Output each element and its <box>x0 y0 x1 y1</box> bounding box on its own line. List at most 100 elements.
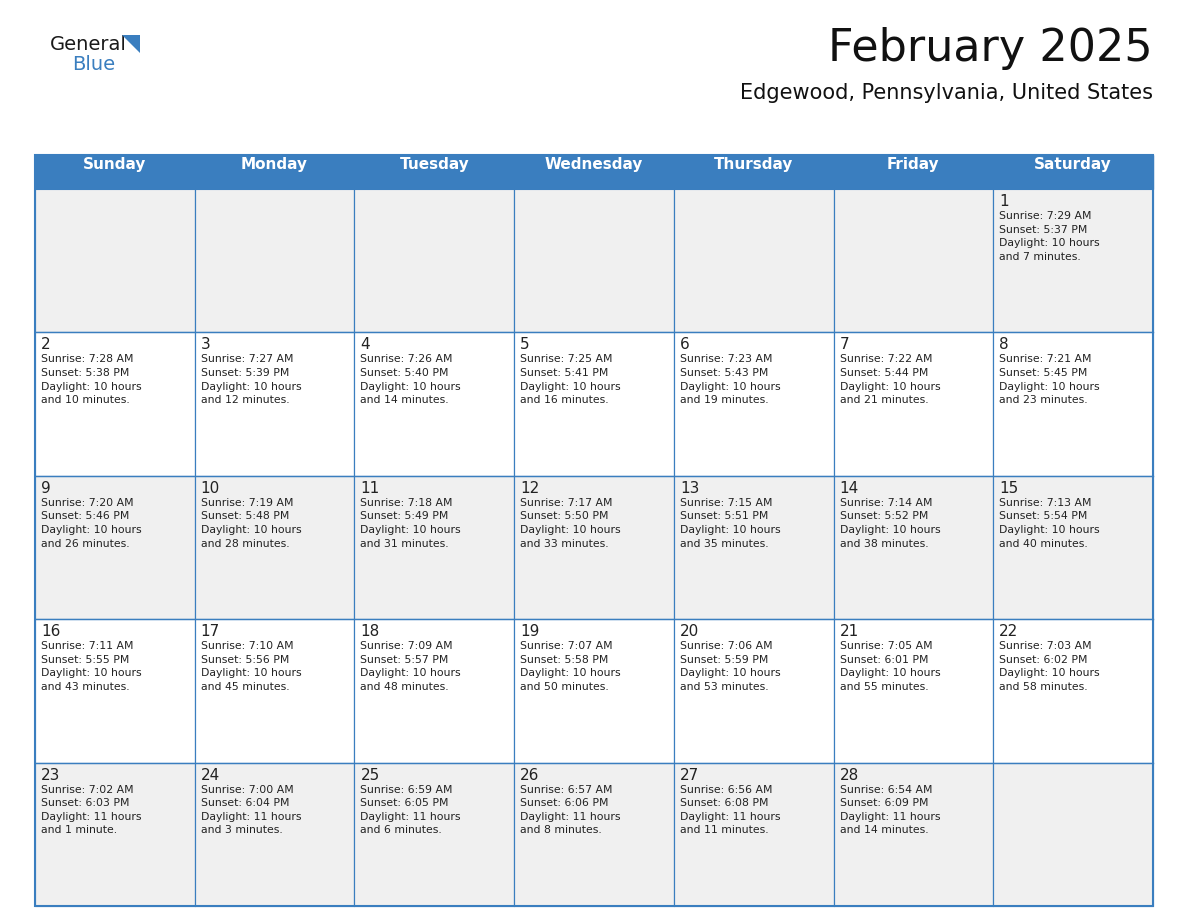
Text: 24: 24 <box>201 767 220 783</box>
Text: Sunrise: 7:00 AM
Sunset: 6:04 PM
Daylight: 11 hours
and 3 minutes.: Sunrise: 7:00 AM Sunset: 6:04 PM Dayligh… <box>201 785 302 835</box>
Text: Saturday: Saturday <box>1035 157 1112 172</box>
Bar <box>674 476 834 620</box>
Text: 11: 11 <box>360 481 380 496</box>
Text: 28: 28 <box>840 767 859 783</box>
Bar <box>354 476 514 620</box>
Text: 19: 19 <box>520 624 539 639</box>
Text: Sunrise: 7:28 AM
Sunset: 5:38 PM
Daylight: 10 hours
and 10 minutes.: Sunrise: 7:28 AM Sunset: 5:38 PM Dayligh… <box>42 354 141 405</box>
Text: Sunrise: 7:21 AM
Sunset: 5:45 PM
Daylight: 10 hours
and 23 minutes.: Sunrise: 7:21 AM Sunset: 5:45 PM Dayligh… <box>999 354 1100 405</box>
Text: 18: 18 <box>360 624 380 639</box>
Text: General: General <box>50 35 127 54</box>
Text: Sunrise: 7:09 AM
Sunset: 5:57 PM
Daylight: 10 hours
and 48 minutes.: Sunrise: 7:09 AM Sunset: 5:57 PM Dayligh… <box>360 641 461 692</box>
Bar <box>674 189 834 332</box>
Text: February 2025: February 2025 <box>828 27 1154 70</box>
Text: 8: 8 <box>999 338 1009 353</box>
Text: 22: 22 <box>999 624 1018 639</box>
Text: Sunrise: 7:13 AM
Sunset: 5:54 PM
Daylight: 10 hours
and 40 minutes.: Sunrise: 7:13 AM Sunset: 5:54 PM Dayligh… <box>999 498 1100 549</box>
Text: 2: 2 <box>42 338 51 353</box>
Bar <box>34 476 195 620</box>
Bar <box>34 763 195 906</box>
Text: Friday: Friday <box>887 157 940 172</box>
Text: Sunrise: 7:29 AM
Sunset: 5:37 PM
Daylight: 10 hours
and 7 minutes.: Sunrise: 7:29 AM Sunset: 5:37 PM Dayligh… <box>999 211 1100 262</box>
Text: Sunrise: 7:03 AM
Sunset: 6:02 PM
Daylight: 10 hours
and 58 minutes.: Sunrise: 7:03 AM Sunset: 6:02 PM Dayligh… <box>999 641 1100 692</box>
Bar <box>34 155 1154 189</box>
Text: Monday: Monday <box>241 157 308 172</box>
Text: 1: 1 <box>999 194 1009 209</box>
Bar <box>834 189 993 332</box>
Text: Sunrise: 7:11 AM
Sunset: 5:55 PM
Daylight: 10 hours
and 43 minutes.: Sunrise: 7:11 AM Sunset: 5:55 PM Dayligh… <box>42 641 141 692</box>
Text: 3: 3 <box>201 338 210 353</box>
Text: 5: 5 <box>520 338 530 353</box>
Text: 13: 13 <box>680 481 700 496</box>
Bar <box>354 763 514 906</box>
Bar <box>993 763 1154 906</box>
Bar <box>354 189 514 332</box>
Bar <box>674 620 834 763</box>
Text: 12: 12 <box>520 481 539 496</box>
Bar <box>993 476 1154 620</box>
Text: 27: 27 <box>680 767 699 783</box>
Text: Sunrise: 7:27 AM
Sunset: 5:39 PM
Daylight: 10 hours
and 12 minutes.: Sunrise: 7:27 AM Sunset: 5:39 PM Dayligh… <box>201 354 302 405</box>
Text: 23: 23 <box>42 767 61 783</box>
Text: Sunrise: 7:06 AM
Sunset: 5:59 PM
Daylight: 10 hours
and 53 minutes.: Sunrise: 7:06 AM Sunset: 5:59 PM Dayligh… <box>680 641 781 692</box>
Text: Sunrise: 7:05 AM
Sunset: 6:01 PM
Daylight: 10 hours
and 55 minutes.: Sunrise: 7:05 AM Sunset: 6:01 PM Dayligh… <box>840 641 940 692</box>
Text: 20: 20 <box>680 624 699 639</box>
Text: Sunrise: 6:56 AM
Sunset: 6:08 PM
Daylight: 11 hours
and 11 minutes.: Sunrise: 6:56 AM Sunset: 6:08 PM Dayligh… <box>680 785 781 835</box>
Bar <box>34 155 1154 906</box>
Bar <box>514 476 674 620</box>
Bar <box>834 763 993 906</box>
Bar <box>834 620 993 763</box>
Text: Sunrise: 6:54 AM
Sunset: 6:09 PM
Daylight: 11 hours
and 14 minutes.: Sunrise: 6:54 AM Sunset: 6:09 PM Dayligh… <box>840 785 940 835</box>
Text: Sunrise: 6:59 AM
Sunset: 6:05 PM
Daylight: 11 hours
and 6 minutes.: Sunrise: 6:59 AM Sunset: 6:05 PM Dayligh… <box>360 785 461 835</box>
Text: Blue: Blue <box>72 55 115 74</box>
Text: Sunrise: 6:57 AM
Sunset: 6:06 PM
Daylight: 11 hours
and 8 minutes.: Sunrise: 6:57 AM Sunset: 6:06 PM Dayligh… <box>520 785 620 835</box>
Bar <box>993 189 1154 332</box>
Text: Sunrise: 7:18 AM
Sunset: 5:49 PM
Daylight: 10 hours
and 31 minutes.: Sunrise: 7:18 AM Sunset: 5:49 PM Dayligh… <box>360 498 461 549</box>
Text: 26: 26 <box>520 767 539 783</box>
Bar <box>674 332 834 476</box>
Text: Wednesday: Wednesday <box>545 157 643 172</box>
Bar <box>514 620 674 763</box>
Text: 14: 14 <box>840 481 859 496</box>
Text: Sunrise: 7:22 AM
Sunset: 5:44 PM
Daylight: 10 hours
and 21 minutes.: Sunrise: 7:22 AM Sunset: 5:44 PM Dayligh… <box>840 354 940 405</box>
Text: Sunrise: 7:07 AM
Sunset: 5:58 PM
Daylight: 10 hours
and 50 minutes.: Sunrise: 7:07 AM Sunset: 5:58 PM Dayligh… <box>520 641 621 692</box>
Bar <box>195 620 354 763</box>
Text: Sunrise: 7:20 AM
Sunset: 5:46 PM
Daylight: 10 hours
and 26 minutes.: Sunrise: 7:20 AM Sunset: 5:46 PM Dayligh… <box>42 498 141 549</box>
Text: 21: 21 <box>840 624 859 639</box>
Bar <box>834 476 993 620</box>
Text: Tuesday: Tuesday <box>399 157 469 172</box>
Bar <box>354 332 514 476</box>
Text: 25: 25 <box>360 767 380 783</box>
Text: Sunrise: 7:17 AM
Sunset: 5:50 PM
Daylight: 10 hours
and 33 minutes.: Sunrise: 7:17 AM Sunset: 5:50 PM Dayligh… <box>520 498 621 549</box>
Bar <box>674 763 834 906</box>
Text: Sunrise: 7:15 AM
Sunset: 5:51 PM
Daylight: 10 hours
and 35 minutes.: Sunrise: 7:15 AM Sunset: 5:51 PM Dayligh… <box>680 498 781 549</box>
Text: Sunday: Sunday <box>83 157 146 172</box>
Text: 15: 15 <box>999 481 1018 496</box>
Text: Sunrise: 7:19 AM
Sunset: 5:48 PM
Daylight: 10 hours
and 28 minutes.: Sunrise: 7:19 AM Sunset: 5:48 PM Dayligh… <box>201 498 302 549</box>
Text: 4: 4 <box>360 338 369 353</box>
Bar <box>514 332 674 476</box>
Text: Sunrise: 7:02 AM
Sunset: 6:03 PM
Daylight: 11 hours
and 1 minute.: Sunrise: 7:02 AM Sunset: 6:03 PM Dayligh… <box>42 785 141 835</box>
Text: 10: 10 <box>201 481 220 496</box>
Bar <box>34 189 195 332</box>
Text: 6: 6 <box>680 338 689 353</box>
Text: Thursday: Thursday <box>714 157 794 172</box>
Text: 9: 9 <box>42 481 51 496</box>
Bar <box>514 189 674 332</box>
Text: Sunrise: 7:14 AM
Sunset: 5:52 PM
Daylight: 10 hours
and 38 minutes.: Sunrise: 7:14 AM Sunset: 5:52 PM Dayligh… <box>840 498 940 549</box>
Text: 17: 17 <box>201 624 220 639</box>
Bar <box>354 620 514 763</box>
Bar <box>34 332 195 476</box>
Text: Sunrise: 7:10 AM
Sunset: 5:56 PM
Daylight: 10 hours
and 45 minutes.: Sunrise: 7:10 AM Sunset: 5:56 PM Dayligh… <box>201 641 302 692</box>
Bar <box>34 620 195 763</box>
Text: Sunrise: 7:26 AM
Sunset: 5:40 PM
Daylight: 10 hours
and 14 minutes.: Sunrise: 7:26 AM Sunset: 5:40 PM Dayligh… <box>360 354 461 405</box>
Bar <box>993 332 1154 476</box>
Bar <box>195 332 354 476</box>
Bar <box>195 189 354 332</box>
Text: Edgewood, Pennsylvania, United States: Edgewood, Pennsylvania, United States <box>740 83 1154 103</box>
Bar <box>514 763 674 906</box>
Bar <box>195 476 354 620</box>
Text: 7: 7 <box>840 338 849 353</box>
Bar <box>993 620 1154 763</box>
Text: 16: 16 <box>42 624 61 639</box>
